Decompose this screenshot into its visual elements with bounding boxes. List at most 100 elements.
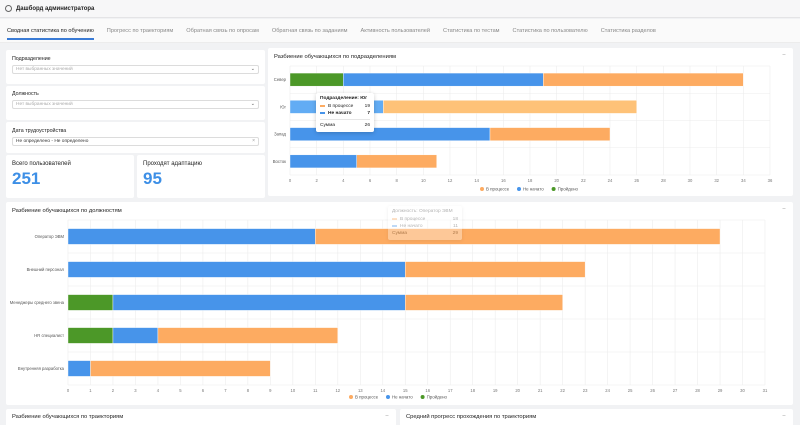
x-tick-label: 8: [395, 178, 398, 183]
legend-marker: [386, 395, 390, 399]
chevron-down-icon: ⌄: [250, 101, 255, 107]
x-tick-label: 28: [661, 178, 666, 183]
x-tick-label: 28: [695, 388, 700, 393]
x-tick-label: 23: [583, 388, 588, 393]
dashboard-title: Дашборд администратора: [16, 5, 95, 12]
y-category-label: Внутренняя разработка: [18, 366, 65, 371]
x-tick-label: 14: [380, 388, 385, 393]
legend-label[interactable]: В процессе: [486, 187, 510, 192]
tab-survey-feedback[interactable]: Обратная связь по опросам: [186, 27, 259, 34]
department-select[interactable]: Нет выбранных значений ⌄: [12, 65, 259, 74]
y-category-label: HR специалист: [34, 333, 64, 338]
y-category-label: Менеджеры среднего звена: [10, 300, 65, 305]
bar-segment-in_progress[interactable]: [405, 294, 563, 311]
tooltip-total-value: 26: [364, 123, 370, 128]
tooltip-row: Не начато 11: [392, 223, 458, 230]
bar-segment-not_started[interactable]: [67, 261, 406, 278]
bar-segment-in_progress[interactable]: [315, 228, 721, 245]
x-tick-label: 2: [112, 388, 115, 393]
position-filter-label: Должность: [12, 91, 39, 97]
position-chart-card: Разбиение обучающихся по должностям ··· …: [6, 202, 793, 405]
hire-date-input[interactable]: Не определено - Не определено ×: [12, 137, 259, 146]
more-options-icon[interactable]: ···: [782, 413, 786, 419]
x-tick-label: 8: [247, 388, 250, 393]
bar-segment-in_progress[interactable]: [383, 100, 637, 114]
bar-segment-not_started[interactable]: [343, 72, 544, 87]
bar-segment-passed[interactable]: [67, 327, 114, 344]
bar-segment-in_progress[interactable]: [356, 154, 437, 169]
x-tick-label: 22: [560, 388, 565, 393]
bar-segment-passed[interactable]: [67, 294, 114, 311]
gear-icon[interactable]: [5, 5, 12, 12]
legend-marker: [517, 187, 521, 191]
y-category-label: Запад: [274, 132, 286, 137]
x-tick-label: 32: [714, 178, 719, 183]
x-tick-label: 19: [493, 388, 498, 393]
tooltip-total-label: Сумма: [392, 231, 408, 236]
y-category-label: Север: [274, 77, 287, 82]
x-tick-label: 16: [501, 178, 506, 183]
not-started-swatch: [320, 111, 325, 114]
bar-segment-in_progress[interactable]: [543, 72, 744, 87]
tab-summary[interactable]: Сводная статистика по обучению: [7, 19, 94, 43]
more-options-icon[interactable]: ···: [782, 206, 786, 212]
legend-label[interactable]: Не начато: [523, 187, 544, 192]
x-tick-label: 17: [448, 388, 453, 393]
x-tick-label: 6: [202, 388, 205, 393]
tooltip-row: Не начато 7: [320, 110, 370, 117]
more-options-icon[interactable]: ···: [782, 52, 786, 58]
legend-label[interactable]: В процессе: [355, 395, 379, 400]
x-tick-label: 3: [134, 388, 137, 393]
x-tick-label: 0: [289, 178, 292, 183]
x-tick-label: 4: [157, 388, 160, 393]
tab-section-stats[interactable]: Статистика разделов: [600, 27, 656, 34]
x-tick-label: 18: [470, 388, 475, 393]
bar-segment-not_started[interactable]: [289, 154, 357, 169]
legend-label[interactable]: Не начато: [392, 395, 413, 400]
tab-task-feedback[interactable]: Обратная связь по заданиям: [271, 27, 348, 34]
x-tick-label: 10: [291, 388, 296, 393]
more-options-icon[interactable]: ···: [385, 413, 389, 419]
department-select-placeholder: Нет выбранных значений: [16, 67, 73, 72]
hire-date-value: Не определено - Не определено: [16, 139, 89, 144]
bar-segment-passed[interactable]: [289, 72, 344, 87]
legend-marker: [349, 395, 353, 399]
department-chart-card: Разбиение обучающихся по подразделениям …: [268, 48, 793, 196]
position-chart-title: Разбиение обучающихся по должностям: [12, 208, 122, 214]
total-users-label: Всего пользователей: [12, 161, 71, 167]
legend-label[interactable]: Пройдено: [558, 187, 579, 192]
tab-trajectory-progress[interactable]: Прогресс по траекториям: [106, 27, 174, 34]
legend-label[interactable]: Пройдено: [427, 395, 448, 400]
bar-segment-not_started[interactable]: [67, 360, 91, 377]
x-tick-label: 20: [515, 388, 520, 393]
x-tick-label: 13: [358, 388, 363, 393]
tab-user-activity[interactable]: Активность пользователей: [360, 27, 431, 34]
bar-segment-not_started[interactable]: [112, 327, 159, 344]
bar-segment-in_progress[interactable]: [489, 127, 611, 141]
x-tick-label: 7: [224, 388, 227, 393]
x-tick-label: 18: [528, 178, 533, 183]
legend-marker: [551, 187, 556, 191]
tab-test-stats[interactable]: Статистика по тестам: [443, 27, 500, 34]
tab-user-stats[interactable]: Статистика по пользователю: [512, 27, 588, 34]
department-filter-card: Подразделение Нет выбранных значений ⌄: [6, 50, 265, 84]
total-users-value: 251: [12, 169, 41, 188]
avg-progress-card: Средний прогресс прохождения по траектор…: [400, 409, 793, 425]
legend-marker: [420, 395, 425, 399]
bar-segment-not_started[interactable]: [67, 228, 316, 245]
tab-bar: Сводная статистика по обучению Прогресс …: [0, 19, 800, 43]
bar-segment-in_progress[interactable]: [405, 261, 586, 278]
tooltip-row-label: В процессе: [400, 217, 426, 222]
department-filter-label: Подразделение: [12, 56, 51, 62]
x-tick-label: 11: [313, 388, 318, 393]
position-select[interactable]: Нет выбранных значений ⌄: [12, 100, 259, 109]
bar-segment-in_progress[interactable]: [157, 327, 339, 344]
x-tick-label: 22: [581, 178, 586, 183]
bar-segment-in_progress[interactable]: [90, 360, 271, 377]
top-bar: Дашборд администратора: [0, 0, 800, 18]
not-started-swatch: [392, 224, 397, 227]
bar-segment-not_started[interactable]: [112, 294, 406, 311]
x-tick-label: 27: [673, 388, 678, 393]
clear-icon[interactable]: ×: [252, 138, 255, 144]
trajectory-chart-card: Разбиение обучающихся по траекториям ···: [6, 409, 396, 425]
